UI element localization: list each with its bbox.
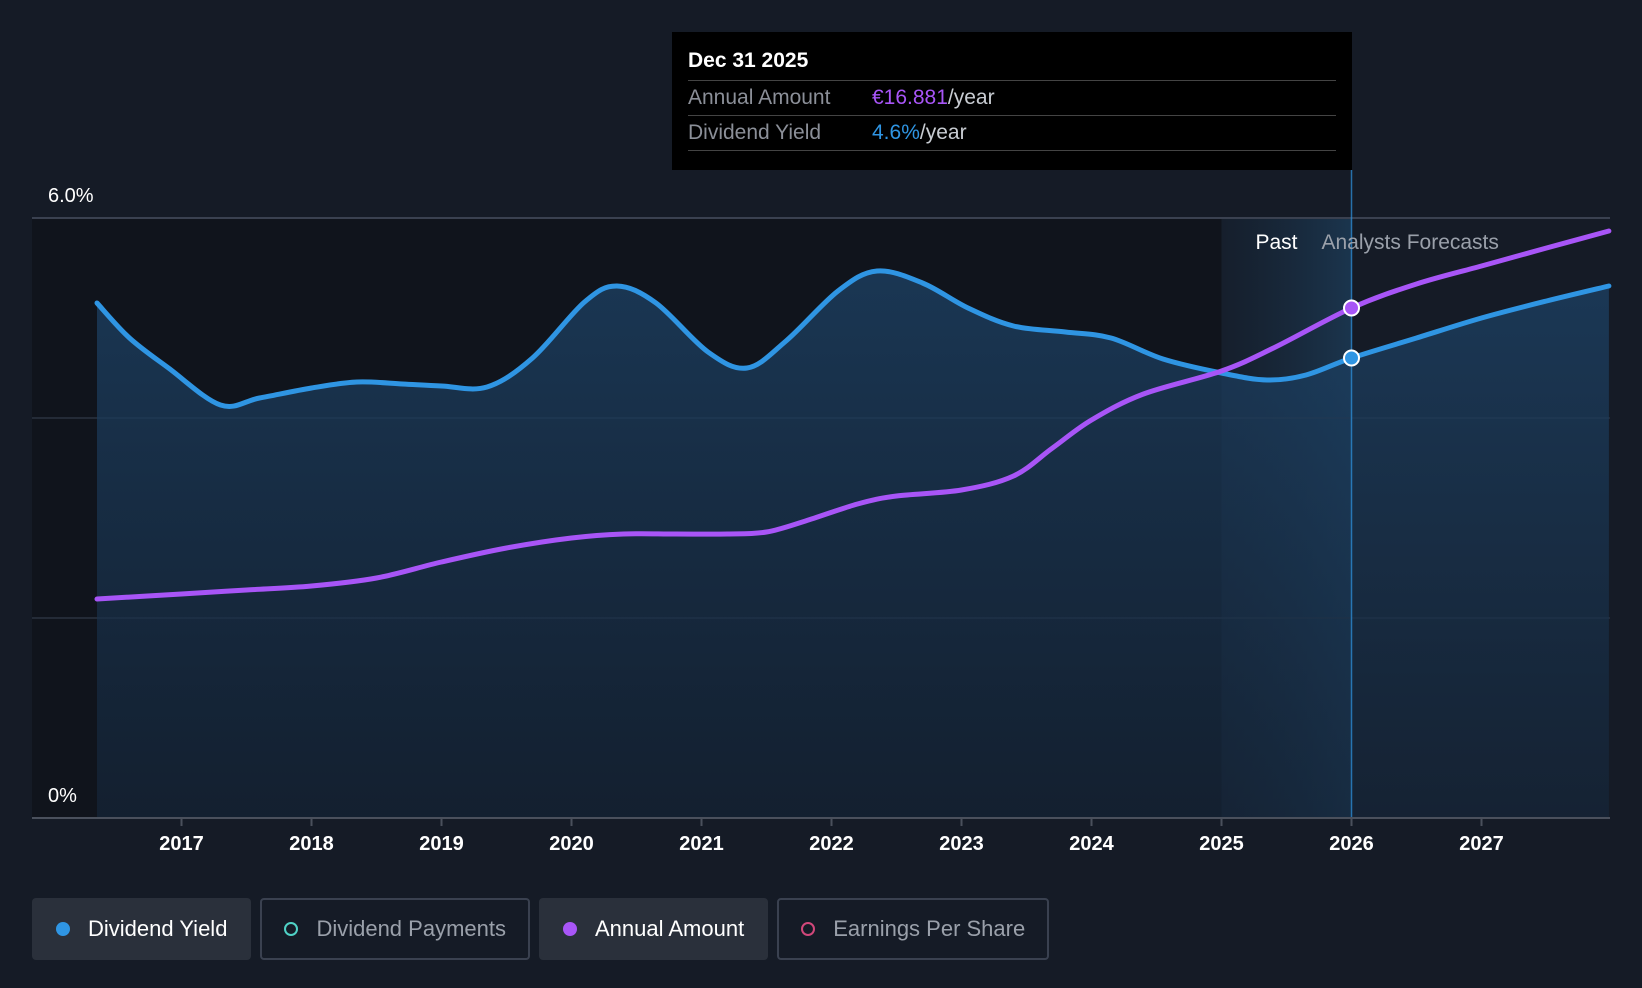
x-tick-label: 2017: [159, 833, 204, 855]
tooltip-yield-value: 4.6%: [872, 121, 920, 144]
tooltip-yield-label: Dividend Yield: [688, 121, 822, 144]
legend-dot-icon: [562, 922, 577, 936]
dividend-yield-area: [97, 270, 1609, 818]
analysts-forecasts-label: Analysts Forecasts: [1322, 231, 1499, 254]
legend-earnings-per-share[interactable]: Earnings Per Share: [777, 898, 1050, 960]
x-tick-label: 2027: [1459, 833, 1504, 855]
annual-amount-marker[interactable]: [1343, 299, 1360, 317]
tooltip-yield-row: Dividend Yield 4.6% /year: [688, 116, 1336, 151]
x-tick-label: 2021: [679, 833, 724, 855]
legend-ring-icon: [801, 922, 816, 936]
legend-dividend-payments[interactable]: Dividend Payments: [260, 898, 530, 960]
x-tick-label: 2025: [1199, 833, 1244, 855]
tooltip-annual-row: Annual Amount €16.881 /year: [688, 81, 1336, 116]
y-tick-label-top: 6.0%: [48, 185, 94, 207]
tooltip-annual-label: Annual Amount: [688, 86, 831, 109]
x-tick-label: 2018: [289, 833, 334, 855]
tooltip-annual-value: €16.881: [872, 86, 948, 109]
dividend-yield-marker[interactable]: [1343, 349, 1360, 367]
x-tick-label: 2024: [1069, 833, 1114, 855]
legend: Dividend Yield Dividend Payments Annual …: [32, 898, 1058, 960]
tooltip: Dec 31 2025 Annual Amount €16.881 /year …: [672, 32, 1352, 170]
legend-dividend-yield[interactable]: Dividend Yield: [32, 898, 252, 960]
legend-annual-amount[interactable]: Annual Amount: [538, 898, 769, 960]
tooltip-date: Dec 31 2025: [688, 46, 1336, 81]
legend-label: Dividend Payments: [316, 916, 506, 941]
legend-ring-icon: [284, 922, 299, 936]
x-tick-label: 2019: [419, 833, 464, 855]
tooltip-yield-unit: /year: [919, 121, 967, 144]
annual-amount-line: [94, 228, 1612, 602]
legend-label: Earnings Per Share: [833, 916, 1026, 941]
dividend-yield-line: [94, 268, 1612, 409]
x-tick-label: 2020: [549, 833, 594, 855]
x-tick-label: 2023: [939, 833, 984, 855]
x-tick-label: 2022: [809, 833, 854, 855]
legend-dot-icon: [56, 922, 70, 936]
past-label: Past: [1255, 231, 1297, 254]
x-ticks: 2017 2018 2019 2020 2021 2022 2023 2024 2025 2026…: [159, 818, 1504, 855]
x-tick-label: 2026: [1329, 833, 1374, 855]
tooltip-annual-unit: /year: [947, 86, 995, 109]
legend-label: Annual Amount: [594, 916, 745, 941]
y-tick-label-bottom: 0%: [48, 785, 77, 807]
legend-label: Dividend Yield: [88, 916, 228, 941]
